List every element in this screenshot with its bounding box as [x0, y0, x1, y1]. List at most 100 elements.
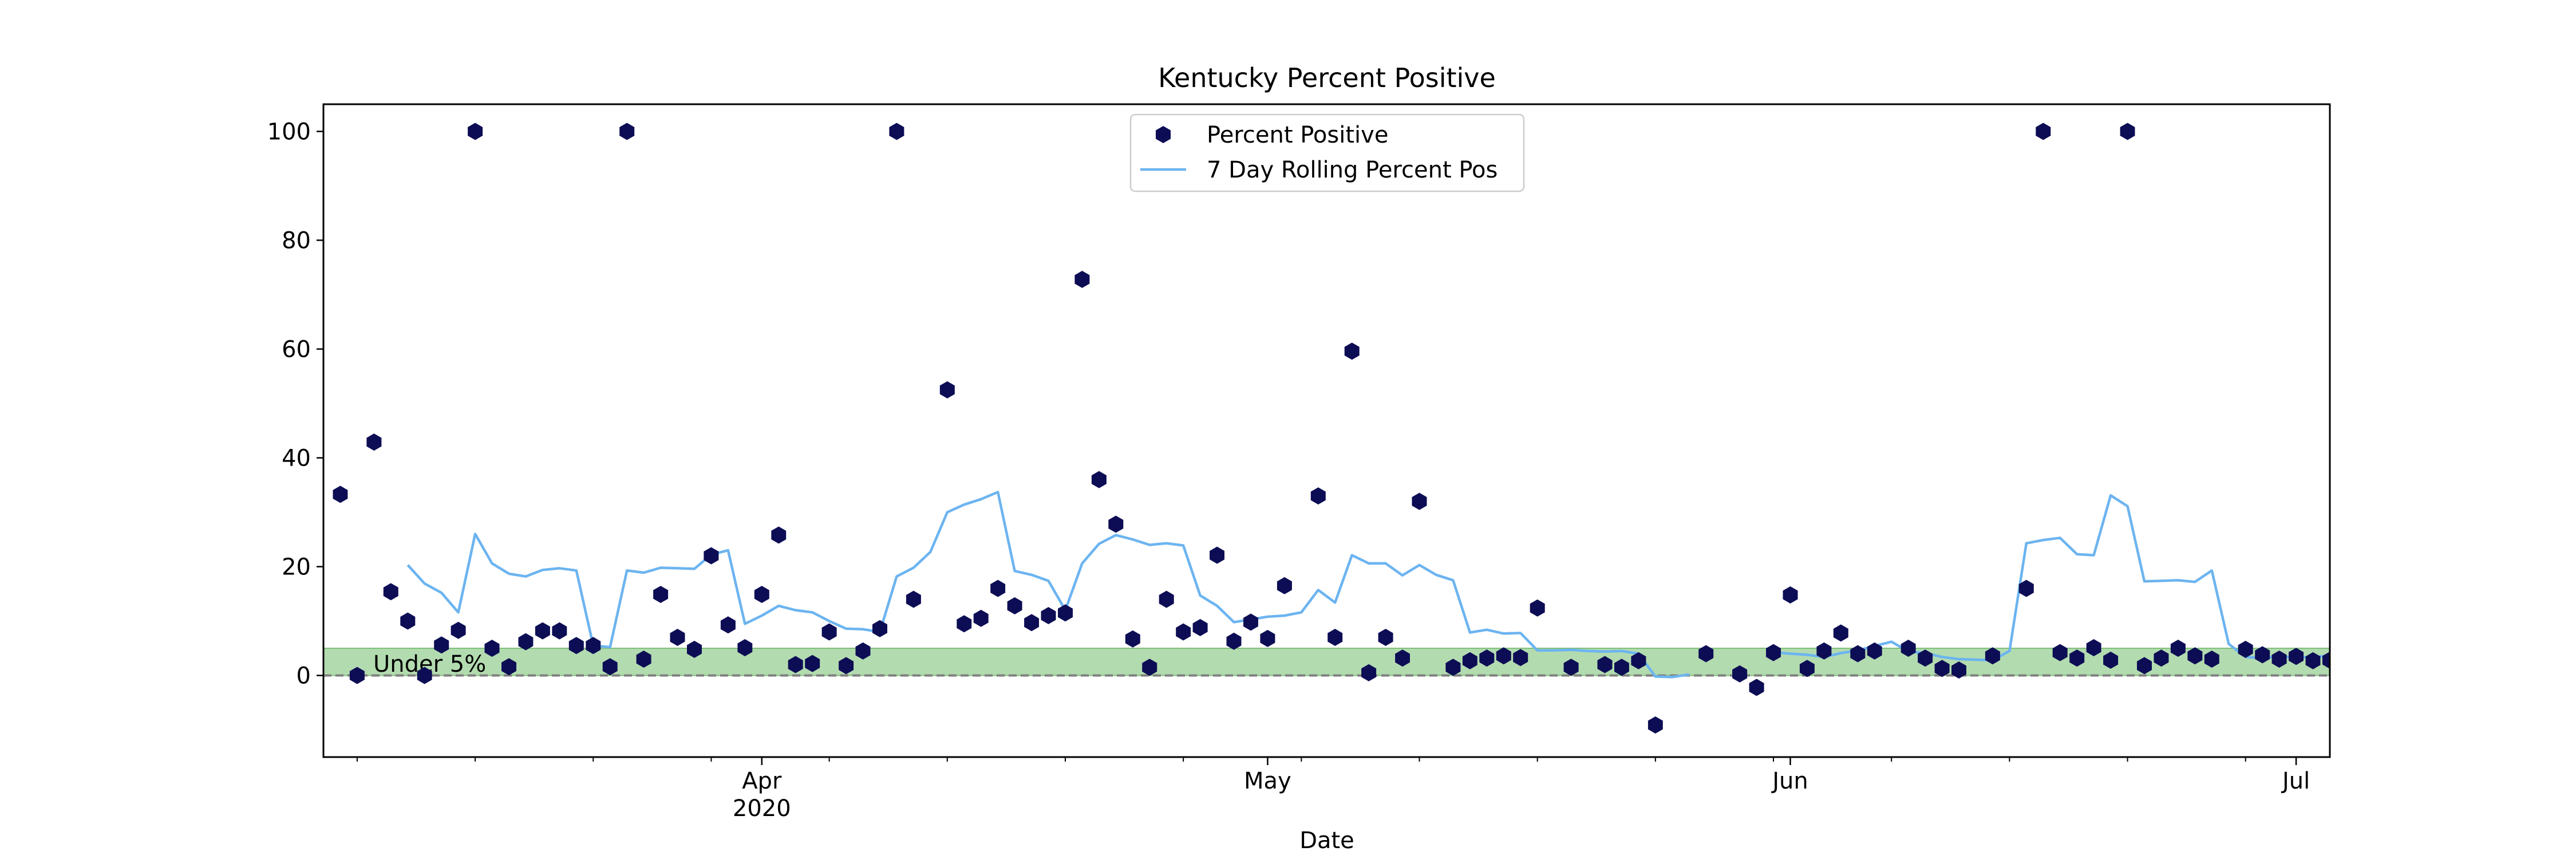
data-point	[973, 609, 989, 627]
data-point	[1850, 645, 1866, 663]
data-point	[2137, 657, 2152, 675]
data-point	[1395, 649, 1410, 667]
data-point	[839, 657, 854, 675]
data-point	[2052, 644, 2068, 661]
legend: Percent Positive 7 Day Rolling Percent Po…	[1129, 113, 1525, 192]
data-point	[1462, 652, 1477, 669]
data-point	[2271, 651, 2287, 668]
data-point	[333, 486, 348, 503]
data-point	[889, 123, 904, 140]
rolling-line	[406, 491, 2330, 679]
data-point	[349, 667, 365, 684]
data-point	[1007, 597, 1022, 614]
data-point	[518, 633, 534, 651]
data-point	[1310, 487, 1326, 505]
chart-title: Kentucky Percent Positive	[1158, 62, 1496, 93]
data-point	[400, 612, 416, 630]
data-point	[1108, 515, 1124, 533]
legend-marker-percent-positive	[1156, 126, 1171, 143]
data-point	[2069, 649, 2085, 667]
data-point	[1361, 664, 1377, 681]
data-point	[754, 586, 769, 603]
data-point	[1192, 618, 1208, 636]
data-point	[653, 586, 669, 603]
data-point	[383, 583, 398, 601]
data-point	[704, 547, 719, 565]
y-tick-label: 100	[267, 119, 311, 145]
data-point	[2036, 123, 2051, 140]
data-point	[1833, 624, 1848, 642]
data-point	[434, 636, 449, 654]
data-point	[535, 622, 550, 640]
data-point	[1934, 660, 1950, 677]
data-point	[1698, 645, 1714, 663]
data-point	[2204, 651, 2219, 668]
data-point	[501, 658, 516, 676]
data-point	[2305, 652, 2321, 669]
data-point	[1513, 649, 1528, 667]
data-point	[2322, 651, 2330, 669]
y-tick-label: 0	[297, 663, 311, 689]
data-point	[1985, 647, 2000, 665]
data-point	[1631, 652, 1646, 669]
data-point	[1614, 659, 1629, 676]
data-point	[687, 640, 702, 658]
data-point	[1024, 614, 1039, 632]
data-point	[1226, 632, 1242, 650]
data-point	[737, 639, 753, 656]
data-point	[1816, 642, 1832, 660]
y-tick-label: 20	[282, 554, 311, 581]
data-point	[2238, 640, 2253, 658]
data-point	[1041, 607, 1056, 624]
x-tick-label: Apr	[742, 768, 782, 794]
plot-area: Under 5%	[323, 123, 2330, 734]
data-point	[1749, 679, 1764, 696]
data-point	[957, 615, 972, 633]
data-point	[1496, 647, 1511, 665]
data-point	[1647, 716, 1663, 734]
data-point	[366, 434, 382, 451]
data-point	[2086, 639, 2101, 656]
data-point	[1327, 629, 1343, 646]
data-point	[720, 616, 736, 634]
data-point	[1766, 644, 1781, 661]
y-tick-label: 60	[282, 337, 311, 363]
y-tick-label: 40	[282, 446, 311, 472]
data-point	[906, 590, 921, 608]
x-tick-label: May	[1244, 768, 1291, 794]
data-point	[1260, 629, 1275, 647]
data-point	[1783, 586, 1798, 604]
x-tick-sublabel: 2020	[733, 795, 791, 822]
data-point	[855, 642, 871, 660]
data-point	[1918, 649, 1933, 667]
x-tick-label: Jul	[2281, 768, 2310, 794]
data-point	[484, 640, 500, 657]
under-5-band	[323, 648, 2330, 676]
data-point	[2170, 640, 2186, 657]
data-point	[872, 620, 887, 637]
data-point	[1277, 577, 1292, 594]
data-point	[1243, 613, 1258, 631]
data-point	[1058, 604, 1073, 622]
data-point	[552, 622, 567, 640]
data-point	[1210, 546, 1224, 564]
data-point	[990, 580, 1006, 597]
x-tick-label: Jun	[1771, 768, 1808, 794]
x-axis-label: Date	[1299, 828, 1354, 854]
data-point	[1901, 640, 1916, 657]
data-point	[619, 123, 635, 140]
plot-inner: Under 5%	[323, 123, 2330, 734]
data-point	[1530, 599, 1545, 617]
data-point	[2018, 580, 2034, 597]
data-point	[1563, 659, 1579, 676]
data-point	[670, 629, 685, 646]
legend-label-percent-positive: Percent Positive	[1207, 122, 1388, 148]
data-point	[2289, 648, 2304, 665]
data-point	[602, 658, 618, 676]
data-point	[1732, 665, 1748, 683]
data-point	[568, 637, 584, 655]
data-point	[788, 656, 803, 673]
y-tick-label: 80	[282, 228, 311, 254]
data-point	[1951, 661, 1966, 679]
